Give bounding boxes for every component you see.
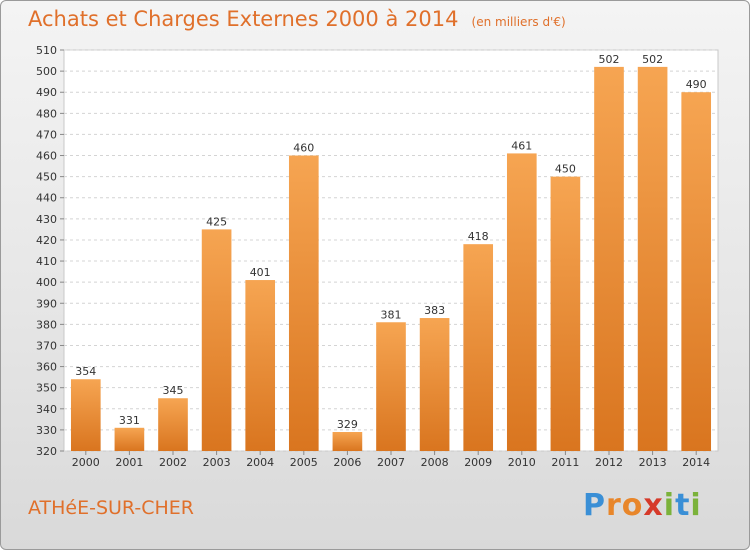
x-tick-label-2006: 2006 <box>333 456 361 469</box>
bar-2014 <box>681 92 712 452</box>
data-label-2011: 450 <box>555 163 576 176</box>
y-tick-label: 490 <box>36 86 57 99</box>
bar-2004 <box>245 280 276 451</box>
commune-name: ATHéE-SUR-CHER <box>28 497 194 519</box>
data-label-2006: 329 <box>337 418 358 431</box>
y-tick-label: 320 <box>36 445 57 458</box>
data-label-2009: 418 <box>468 230 489 243</box>
data-label-2014: 490 <box>686 78 707 91</box>
bars: 354 331 345 425 401 460 329 381 383 418 461 450 502 5… <box>70 53 712 452</box>
logo-letter: P <box>583 488 606 523</box>
y-tick-label: 410 <box>36 255 57 268</box>
bar-2002 <box>158 398 188 451</box>
y-axis-labels: 320 330 340 350 360 370 380 390 400 410 420 430 440 4… <box>36 44 57 458</box>
y-tick-label: 360 <box>36 361 57 374</box>
y-tick-label: 350 <box>36 382 57 395</box>
bar-2008 <box>419 318 450 451</box>
data-label-2002: 345 <box>163 384 184 397</box>
bar-2007 <box>376 322 406 451</box>
logo-letter: i <box>690 488 702 523</box>
y-tick-label: 400 <box>36 276 57 289</box>
logo-letter: x <box>643 488 664 523</box>
bar-2010 <box>506 153 537 452</box>
bar-2003 <box>201 229 232 451</box>
bar-2006 <box>332 432 363 451</box>
y-tick-label: 370 <box>36 339 57 352</box>
data-label-2008: 383 <box>424 304 445 317</box>
logo-letter: o <box>621 488 644 523</box>
bar-2005 <box>288 155 319 452</box>
y-tick-label: 420 <box>36 234 57 247</box>
y-tick-label: 510 <box>36 44 57 57</box>
logo-letter: t <box>675 488 691 523</box>
x-tick-label-2005: 2005 <box>290 456 318 469</box>
y-tick-label: 330 <box>36 424 57 437</box>
data-label-2010: 461 <box>511 139 532 152</box>
x-tick-label-2002: 2002 <box>159 456 187 469</box>
x-tick-label-2013: 2013 <box>639 456 667 469</box>
x-tick-label-2003: 2003 <box>203 456 231 469</box>
x-tick-label-2010: 2010 <box>508 456 536 469</box>
y-tick-label: 450 <box>36 171 57 184</box>
y-tick-label: 500 <box>36 65 57 78</box>
x-tick-label-2011: 2011 <box>551 456 579 469</box>
bar-2009 <box>463 244 494 451</box>
x-tick-label-2004: 2004 <box>246 456 274 469</box>
y-tick-label: 430 <box>36 213 57 226</box>
data-label-2013: 502 <box>642 53 663 66</box>
data-label-2000: 354 <box>75 365 96 378</box>
x-tick-label-2012: 2012 <box>595 456 623 469</box>
y-tick-label: 390 <box>36 297 57 310</box>
y-tick-label: 470 <box>36 128 57 141</box>
y-tick-label: 340 <box>36 403 57 416</box>
data-label-2003: 425 <box>206 215 227 228</box>
x-tick-label-2007: 2007 <box>377 456 405 469</box>
bar-2011 <box>550 176 581 451</box>
bar-2013 <box>637 66 668 451</box>
x-tick-label-2008: 2008 <box>421 456 449 469</box>
x-axis-labels: 2000 2001 2002 2003 2004 2005 2006 2007 2008 2009… <box>72 451 710 469</box>
chart-title-group: Achats et Charges Externes 2000 à 2014 (… <box>28 7 566 31</box>
chart-unit: (en milliers d'€) <box>471 15 566 29</box>
y-tick-label: 440 <box>36 192 57 205</box>
y-tick-label: 460 <box>36 150 57 163</box>
data-label-2004: 401 <box>250 266 271 279</box>
data-label-2001: 331 <box>119 414 140 427</box>
x-tick-label-2014: 2014 <box>682 456 710 469</box>
data-label-2005: 460 <box>293 142 314 155</box>
x-tick-label-2000: 2000 <box>72 456 100 469</box>
y-tick-label: 480 <box>36 107 57 120</box>
logo-letter: r <box>606 488 622 523</box>
logo-letter: i <box>663 488 676 523</box>
bar-2000 <box>70 379 101 451</box>
y-tick-label: 380 <box>36 318 57 331</box>
chart-title: Achats et Charges Externes 2000 à 2014 <box>28 7 459 31</box>
x-tick-label-2009: 2009 <box>464 456 492 469</box>
bar-2012 <box>594 66 624 451</box>
data-label-2007: 381 <box>381 308 402 321</box>
proxiti-logo: Proxiti <box>583 488 702 523</box>
x-tick-label-2001: 2001 <box>115 456 143 469</box>
data-label-2012: 502 <box>599 53 620 66</box>
bar-2001 <box>114 427 145 451</box>
